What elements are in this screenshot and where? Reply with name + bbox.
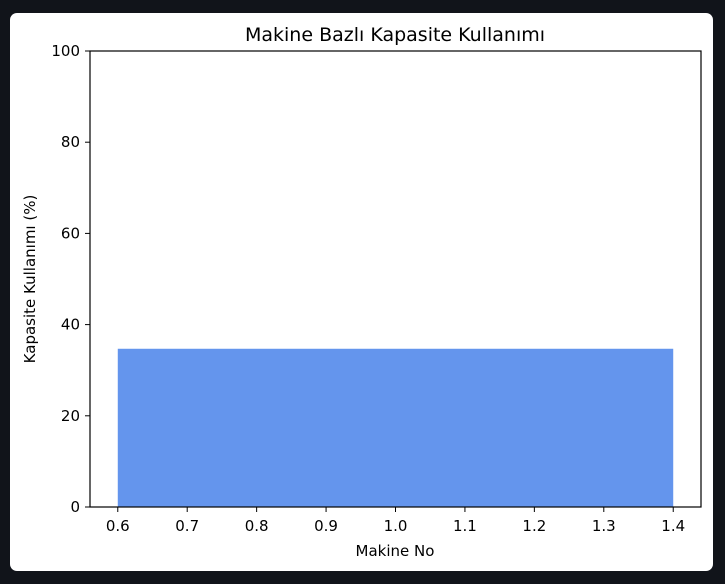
x-tick-label: 1.3	[592, 517, 616, 535]
x-tick-label: 1.4	[661, 517, 685, 535]
x-axis-label: Makine No	[356, 542, 435, 560]
y-tick-label: 100	[51, 42, 80, 60]
y-tick-label: 20	[61, 407, 80, 425]
bar-1	[117, 348, 674, 507]
x-tick-label: 0.9	[314, 517, 338, 535]
x-tick-label: 0.8	[245, 517, 269, 535]
y-tick-label: 40	[61, 316, 80, 334]
x-ticks: 0.6 0.7 0.8 0.9 1.0 1.1 1.2 1.3 1.4	[106, 507, 685, 535]
x-tick-label: 1.2	[522, 517, 546, 535]
x-tick-label: 0.7	[175, 517, 199, 535]
y-tick-label: 80	[61, 133, 80, 151]
x-tick-label: 1.0	[384, 517, 408, 535]
y-tick-label: 0	[70, 498, 80, 516]
plot-frame	[89, 50, 702, 508]
y-ticks: 0 20 40 60 80 100	[51, 42, 90, 516]
bars-group	[117, 348, 674, 507]
x-tick-label: 0.6	[106, 517, 130, 535]
x-tick-label: 1.1	[453, 517, 477, 535]
y-tick-label: 60	[61, 224, 80, 242]
y-axis-label: Kapasite Kullanımı (%)	[21, 195, 39, 364]
chart-title: Makine Bazlı Kapasite Kullanımı	[245, 24, 545, 46]
